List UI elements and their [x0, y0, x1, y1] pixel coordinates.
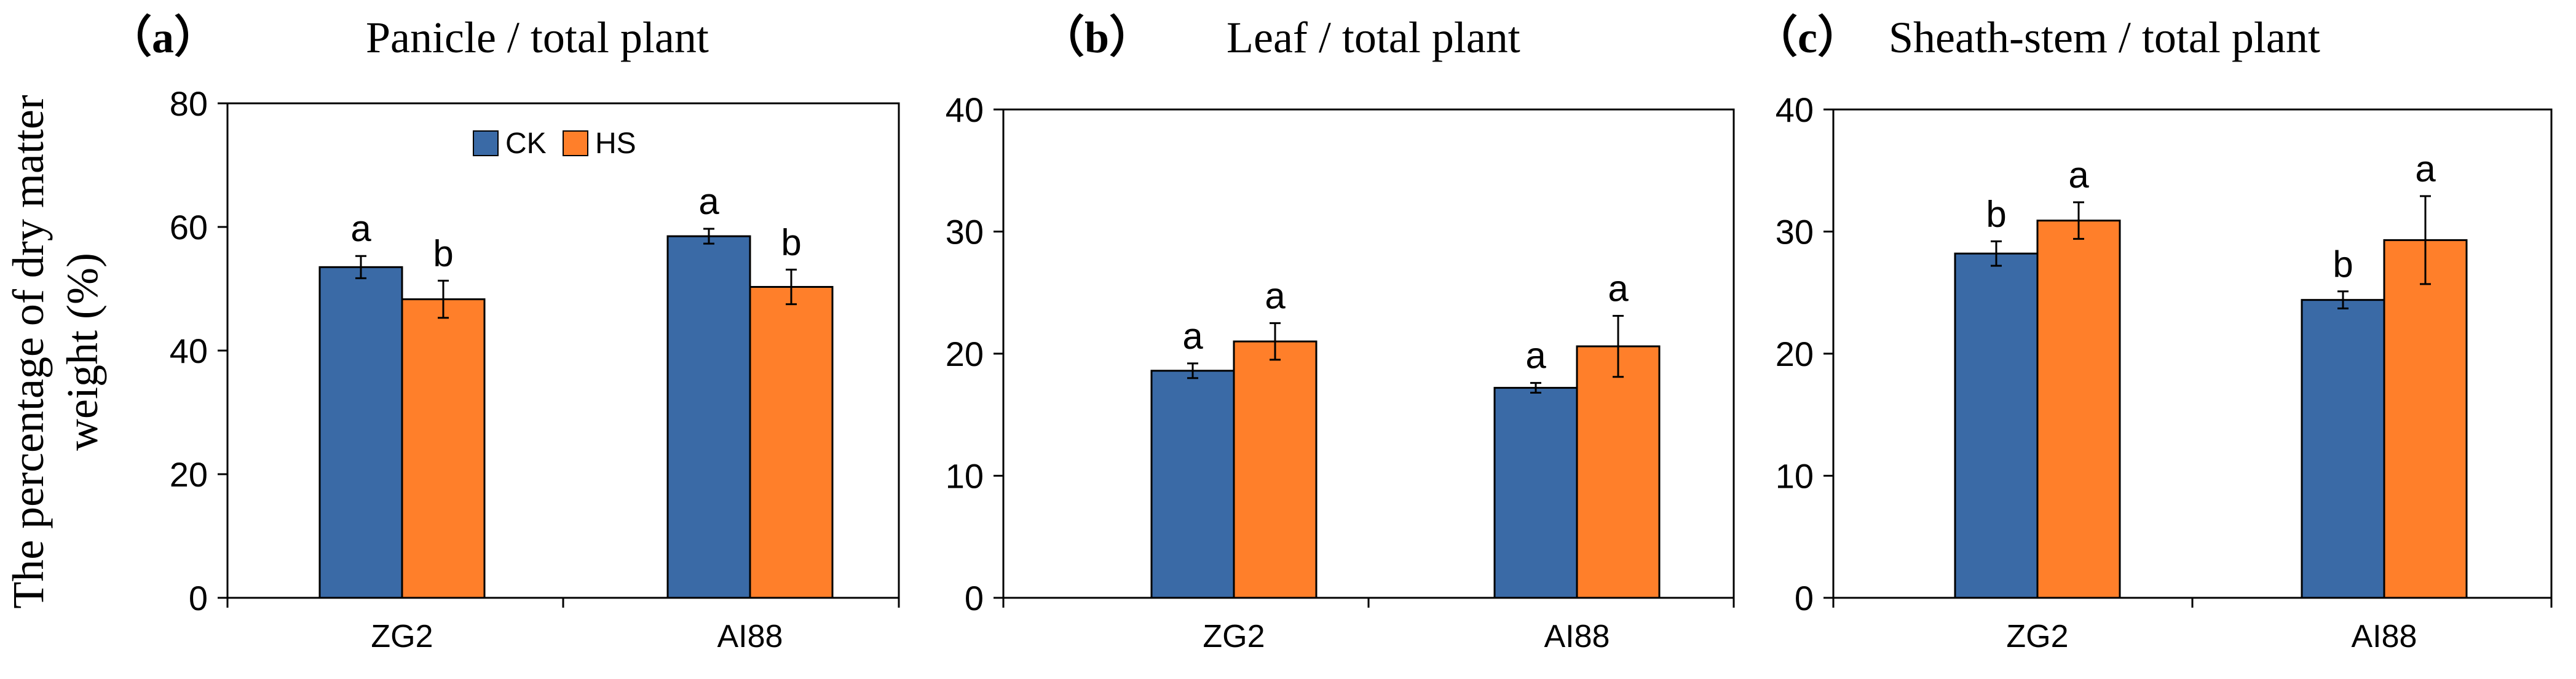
bar-ck-ai88: [1493, 387, 1578, 599]
y-tick-label: 40: [170, 332, 208, 370]
significance-letter: a: [1608, 268, 1629, 309]
bar-hs-ai88: [749, 285, 834, 599]
y-tick-label: 20: [170, 455, 208, 494]
y-axis-label: The percentage of dry matter weight (%): [4, 95, 107, 609]
bar-ck-zg2: [318, 266, 403, 599]
y-tick-label: 30: [946, 213, 984, 252]
legend-swatch-ck: [473, 130, 499, 156]
y-tick-label: 80: [170, 84, 208, 123]
panel-c-label: （c）: [1753, 13, 1862, 62]
x-tick-label: AI88: [1544, 619, 1610, 654]
y-tick-label: 0: [965, 579, 984, 617]
bar-hs-zg2: [2036, 220, 2121, 599]
bar-hs-zg2: [401, 298, 486, 599]
panel-a-label: （a）: [108, 13, 218, 62]
y-tick-label: 40: [946, 90, 984, 129]
significance-letter: a: [350, 208, 371, 249]
panel-b: （b） Leaf / total plant 0 10 20 30 40 a a ZG2 a a A…: [946, 13, 1735, 654]
significance-letter: b: [1986, 193, 2006, 234]
significance-letter: a: [1182, 316, 1203, 357]
y-tick-label: 30: [1776, 213, 1814, 252]
legend-label-ck: CK: [505, 127, 547, 160]
significance-letter: a: [2415, 148, 2436, 189]
y-tick-label: 20: [1776, 335, 1814, 373]
bar-hs-ai88: [1576, 345, 1661, 599]
y-tick-label: 20: [946, 335, 984, 373]
y-tick-label: 60: [170, 208, 208, 247]
significance-letter: a: [1265, 275, 1286, 316]
significance-letter: b: [2333, 244, 2353, 285]
y-tick-label: 0: [1795, 579, 1814, 617]
y-axis-label-line2: weight (%): [58, 253, 107, 451]
x-tick-label: ZG2: [2006, 619, 2068, 654]
panel-b-label: （b）: [1040, 13, 1153, 62]
x-tick-label: AI88: [2352, 619, 2417, 654]
x-tick-label: ZG2: [1203, 619, 1265, 654]
significance-letter: a: [1525, 335, 1546, 376]
y-tick-label: 40: [1776, 90, 1814, 129]
significance-letter: a: [2068, 154, 2089, 196]
bar-ck-ai88: [666, 235, 751, 599]
y-tick-label: 10: [946, 457, 984, 496]
legend-swatch-hs: [563, 130, 588, 156]
significance-letter: b: [781, 221, 801, 263]
significance-letter: b: [433, 232, 453, 274]
bar-ck-zg2: [1954, 252, 2039, 599]
bar-hs-ai88: [2383, 239, 2468, 599]
panel-a: （a） Panicle / total plant 0 20 40 60 80 a b ZG2…: [108, 13, 900, 654]
bar-hs-zg2: [1233, 340, 1318, 599]
x-tick-label: AI88: [717, 619, 783, 654]
bar-ck-zg2: [1150, 370, 1235, 599]
y-tick-label: 0: [189, 579, 208, 617]
legend-label-hs: HS: [595, 127, 636, 160]
panel-a-title: Panicle / total plant: [366, 13, 709, 62]
x-tick-label: ZG2: [371, 619, 433, 654]
y-tick-label: 10: [1776, 457, 1814, 496]
panel-b-title: Leaf / total plant: [1227, 13, 1520, 62]
panel-c: （c） Sheath-stem / total plant 0 10 20 30 40 b…: [1753, 13, 2553, 654]
panel-c-title: Sheath-stem / total plant: [1889, 13, 2320, 62]
significance-letter: a: [698, 181, 719, 222]
bar-ck-ai88: [2301, 299, 2385, 599]
y-axis-label-line1: The percentage of dry matter: [4, 95, 53, 609]
